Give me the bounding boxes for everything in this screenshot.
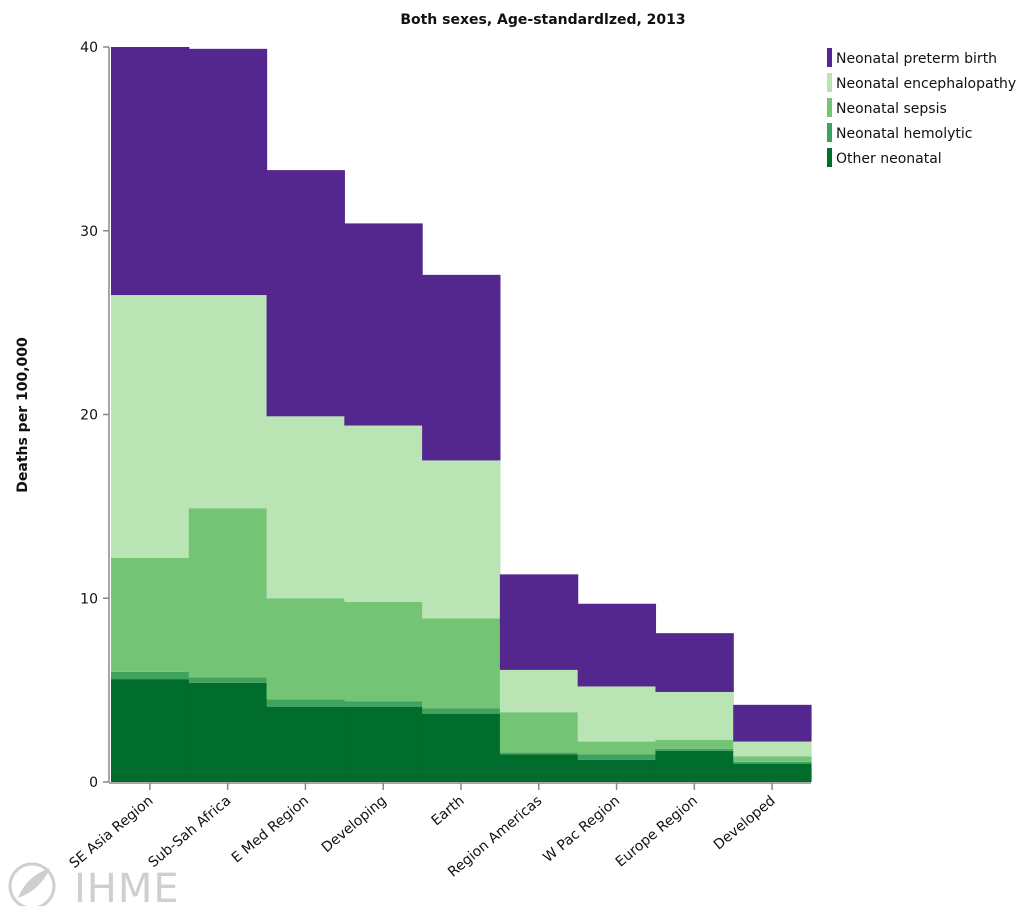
bar-segment-7-1 (655, 748, 734, 751)
bar-segment-4-3 (422, 460, 501, 619)
legend-label-2: Neonatal sepsis (836, 101, 947, 117)
legend-label-4: Other neonatal (836, 151, 942, 167)
bar-segment-7-2 (655, 739, 734, 749)
x-tick-label-2: E Med Region (229, 793, 312, 866)
bar-segment-5-2 (499, 712, 579, 753)
bar-segment-8-1 (733, 761, 812, 764)
bar-segment-2-2 (266, 598, 345, 700)
bar-segment-1-3 (188, 295, 268, 509)
bar-segment-8-0 (733, 763, 812, 783)
bar-segment-0-4 (111, 47, 190, 296)
x-tick-label-1: Sub-Sah Africa (145, 793, 234, 871)
bar-segment-6-0 (577, 759, 657, 782)
bar-segment-5-4 (499, 574, 579, 670)
x-tick-label-6: W Pac Region (540, 793, 623, 866)
bar-segment-3-1 (344, 701, 423, 707)
bar-segment-5-1 (499, 752, 579, 755)
bar-segment-8-4 (733, 704, 812, 742)
bar-segment-0-2 (111, 557, 190, 672)
legend-swatch-2 (827, 98, 832, 117)
legend-swatch-1 (827, 73, 832, 92)
bar-segment-3-3 (344, 425, 423, 602)
bar-segment-6-2 (577, 741, 657, 755)
bar-segment-4-1 (422, 708, 501, 715)
y-axis-label: Deaths per 100,000 (15, 337, 31, 493)
bar-segment-3-4 (344, 223, 423, 426)
legend-label-3: Neonatal hemolytic (836, 126, 972, 142)
y-tick-label-1: 10 (80, 591, 98, 607)
bar-segment-4-2 (422, 618, 501, 709)
ihme-logo-icon (8, 862, 56, 906)
bar-segment-1-2 (188, 508, 268, 678)
legend-swatch-0 (827, 48, 832, 67)
x-tick-label-8: Developed (711, 793, 779, 854)
y-tick-label-2: 20 (80, 408, 98, 424)
ihme-watermark: IHME (8, 862, 180, 906)
bar-segment-1-1 (188, 677, 268, 683)
bar-segment-7-0 (655, 750, 734, 782)
x-tick-label-4: Earth (429, 793, 468, 829)
legend-label-0: Neonatal preterm birth (836, 51, 997, 67)
legend-swatch-4 (827, 148, 832, 167)
y-tick-label-4: 40 (80, 40, 98, 56)
bar-segment-3-2 (344, 601, 423, 702)
y-axis: 0 10 20 30 40 (80, 40, 110, 791)
bar-segment-0-1 (111, 671, 190, 680)
watermark-text: IHME (74, 866, 180, 906)
bar-segment-5-0 (499, 754, 579, 782)
bar-segment-6-3 (577, 686, 657, 742)
chart-title: Both sexes, Age-standardlzed, 2013 (400, 12, 685, 28)
bar-segment-1-4 (188, 48, 268, 296)
bar-segment-2-4 (266, 170, 345, 417)
bar-segment-4-4 (422, 274, 501, 461)
bar-segment-0-0 (111, 679, 190, 782)
bar-segment-2-0 (266, 706, 345, 782)
x-tick-label-7: Europe Region (613, 793, 701, 871)
y-tick-label-0: 0 (89, 775, 98, 791)
bar-segment-1-0 (188, 682, 268, 782)
bar-segment-3-0 (344, 706, 423, 782)
bar-segment-7-4 (655, 633, 734, 692)
bar-segment-8-2 (733, 756, 812, 762)
bar-segment-7-3 (655, 691, 734, 740)
bar-segment-0-3 (111, 295, 190, 558)
legend-label-1: Neonatal encephalopathy (836, 76, 1016, 92)
bar-segment-6-4 (577, 603, 657, 687)
legend-swatch-3 (827, 123, 832, 142)
bar-segment-6-1 (577, 754, 657, 760)
x-tick-label-0: SE Asia Region (67, 793, 157, 872)
plot-area (111, 47, 812, 783)
bar-segment-2-3 (266, 416, 345, 599)
bar-segment-8-3 (733, 741, 812, 757)
bar-segment-4-0 (422, 714, 501, 782)
bar-segment-2-1 (266, 699, 345, 707)
bar-segment-5-3 (499, 669, 579, 713)
legend: Neonatal preterm birth Neonatal encephalo… (827, 48, 1016, 167)
y-tick-label-3: 30 (80, 224, 98, 240)
x-tick-label-3: Developing (319, 793, 390, 856)
